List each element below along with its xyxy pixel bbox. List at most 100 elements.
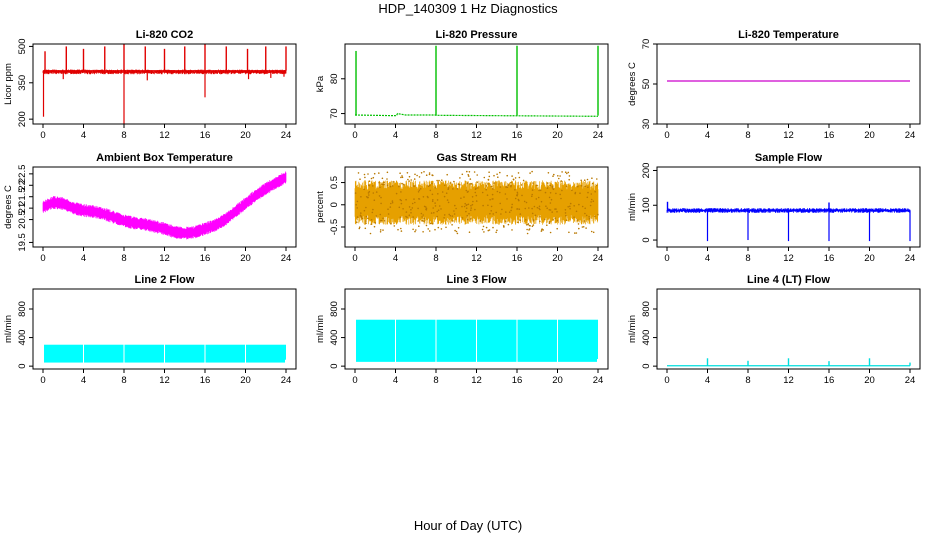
data-point xyxy=(505,186,507,188)
x-tick-label: 8 xyxy=(433,375,438,386)
data-point xyxy=(423,171,425,173)
data-point xyxy=(405,211,408,213)
data-point xyxy=(356,207,359,209)
data-point xyxy=(372,176,375,179)
panel-title: Li-820 CO2 xyxy=(136,29,193,41)
data-point xyxy=(526,232,529,235)
data-point xyxy=(540,200,543,203)
data-point xyxy=(580,185,583,187)
x-tick-label: 12 xyxy=(783,130,794,141)
data-point xyxy=(516,193,519,195)
data-point xyxy=(368,190,371,193)
data-point xyxy=(512,178,515,181)
data-point xyxy=(436,210,439,213)
x-tick-label: 0 xyxy=(664,375,669,386)
data-point xyxy=(481,228,484,231)
y-tick-label: 19.5 xyxy=(17,233,28,252)
data-point xyxy=(422,231,424,233)
data-point xyxy=(470,209,472,211)
y-axis-label: ml/min xyxy=(627,193,638,221)
data-point xyxy=(474,191,477,194)
data-point xyxy=(477,187,479,189)
x-tick-label: 12 xyxy=(471,253,482,264)
data-point xyxy=(556,211,558,213)
data-point xyxy=(564,171,567,173)
data-point xyxy=(555,208,557,210)
chart-panel-1: Li-820 CO2 Licor ppm 0 4 8 12 16 20 24 200 350 500 xyxy=(3,29,297,141)
data-point xyxy=(413,198,415,200)
x-tick-label: 24 xyxy=(905,130,916,141)
y-tick-label: 0 xyxy=(329,363,340,368)
data-point xyxy=(510,209,512,212)
data-point xyxy=(389,206,392,208)
data-point xyxy=(437,193,439,195)
data-point xyxy=(564,209,567,211)
data-point xyxy=(407,178,409,181)
data-point xyxy=(451,215,454,217)
data-point xyxy=(368,194,370,196)
data-point xyxy=(479,220,482,222)
x-tick-label: 24 xyxy=(593,253,604,264)
data-point xyxy=(428,230,431,232)
data-point xyxy=(519,219,521,221)
data-point xyxy=(569,205,571,208)
data-point xyxy=(490,205,493,208)
y-tick-label: 21.5 xyxy=(17,187,28,206)
data-point xyxy=(588,216,590,218)
data-point xyxy=(363,209,366,212)
data-point xyxy=(466,170,468,173)
data-point xyxy=(587,186,589,188)
data-point xyxy=(440,208,442,210)
data-point xyxy=(438,179,440,182)
data-point xyxy=(492,188,494,190)
data-point xyxy=(391,200,394,202)
data-point xyxy=(412,228,414,231)
data-point xyxy=(375,191,378,193)
x-tick-label: 4 xyxy=(81,130,86,141)
data-point xyxy=(564,212,567,214)
data-point xyxy=(469,183,471,185)
data-point xyxy=(356,200,359,203)
data-point xyxy=(527,223,530,225)
data-point xyxy=(528,224,531,227)
panel-title: Line 4 (LT) Flow xyxy=(747,274,830,286)
data-point xyxy=(507,184,509,186)
flow-segment xyxy=(558,319,597,362)
data-point xyxy=(389,185,392,188)
data-point xyxy=(538,207,540,210)
data-point xyxy=(430,212,433,214)
data-point xyxy=(476,181,479,183)
data-point xyxy=(363,188,366,191)
data-point xyxy=(500,213,502,215)
data-point xyxy=(557,175,559,177)
y-axis-label: kPa xyxy=(315,75,326,92)
data-point xyxy=(533,205,536,208)
y-axis-label: Licor ppm xyxy=(3,63,14,105)
data-point xyxy=(467,174,470,176)
x-tick-label: 12 xyxy=(783,375,794,386)
data-point xyxy=(495,211,498,214)
data-point xyxy=(410,179,413,181)
y-tick-label: 400 xyxy=(641,330,652,346)
data-point xyxy=(526,228,528,231)
data-point xyxy=(575,210,578,213)
figure-title: HDP_140309 1 Hz Diagnostics xyxy=(378,1,558,16)
data-point xyxy=(436,199,439,201)
data-point xyxy=(514,189,516,191)
data-point xyxy=(420,212,423,215)
flow-segment xyxy=(84,344,124,363)
data-point xyxy=(427,196,429,199)
data-point xyxy=(531,195,533,198)
data-point xyxy=(406,216,408,219)
data-point xyxy=(400,176,402,179)
x-tick-label: 4 xyxy=(705,130,710,141)
data-point xyxy=(365,215,368,218)
data-point xyxy=(368,180,371,182)
data-point xyxy=(467,190,469,193)
data-point xyxy=(400,199,403,202)
data-point xyxy=(585,214,588,217)
data-point xyxy=(378,181,380,184)
data-point xyxy=(371,211,374,214)
data-point xyxy=(532,224,535,226)
data-point xyxy=(585,227,587,229)
